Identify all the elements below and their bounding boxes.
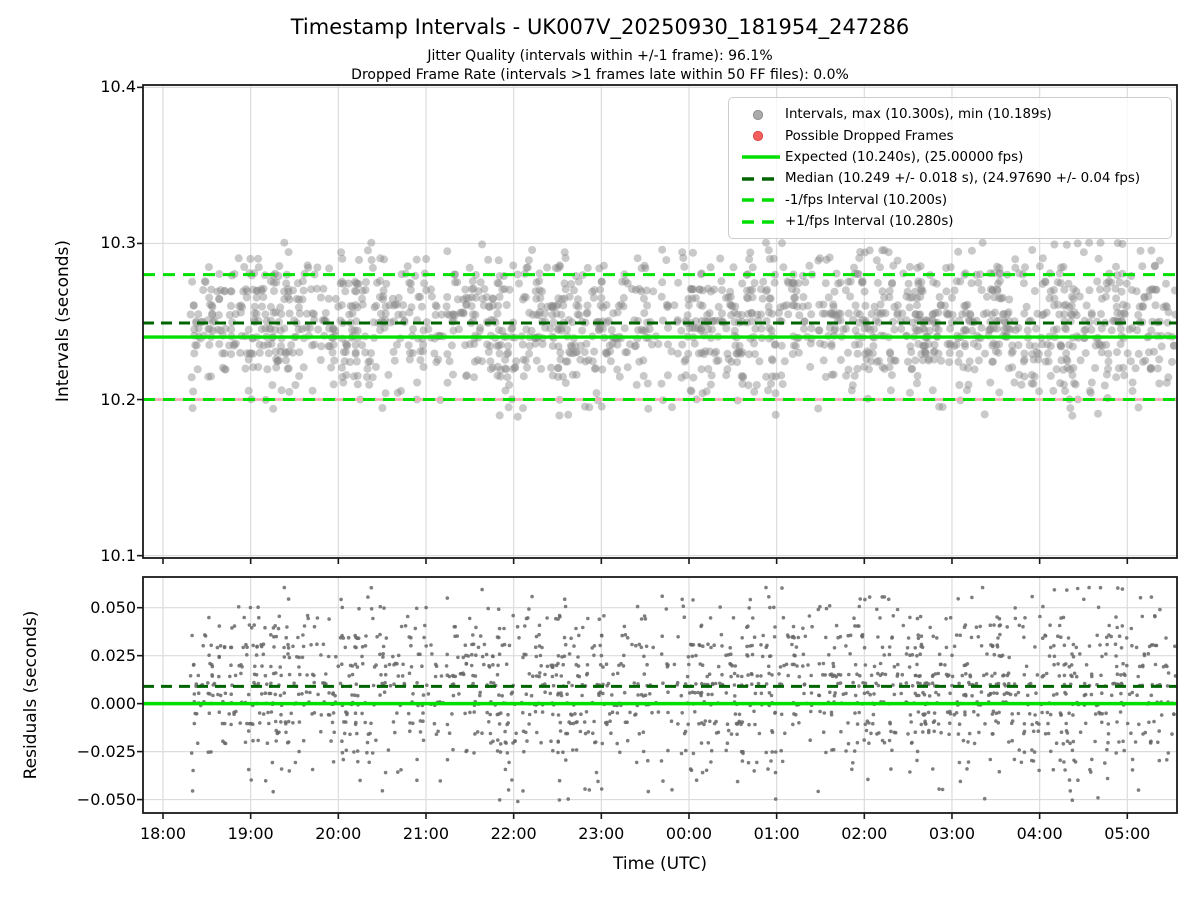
- gray-dot-icon: [737, 108, 785, 122]
- legend-item-median: Median (10.249 +/- 0.018 s), (24.97690 +…: [737, 168, 1163, 189]
- x-tick-label: 04:00: [1016, 824, 1063, 843]
- legend-item-minus-1fps: -1/fps Interval (10.200s): [737, 190, 1163, 211]
- intervals-y-axis-label: Intervals (seconds): [53, 239, 73, 403]
- x-tick-label: 22:00: [490, 824, 537, 843]
- red-dot-icon: [737, 129, 785, 143]
- x-tick-label: 18:00: [139, 824, 187, 843]
- x-tick-label: 00:00: [665, 824, 713, 843]
- green-solid-line-icon: [737, 150, 785, 164]
- intervals-y-tick-label: 10.4: [100, 77, 136, 97]
- intervals-y-tick-label: 10.3: [100, 233, 136, 253]
- legend-item-dropped-frames: Possible Dropped Frames: [737, 125, 1163, 146]
- residuals-y-tick-label: −0.025: [76, 741, 136, 761]
- residuals-scatter: [188, 585, 1177, 804]
- subtitle-jitter-quality: Jitter Quality (intervals within +/-1 fr…: [427, 48, 773, 64]
- x-tick-label: 05:00: [1104, 824, 1151, 843]
- residuals-y-tick-label: 0.025: [90, 645, 136, 665]
- legend-item-label: Expected (10.240s), (25.00000 fps): [785, 149, 1024, 165]
- green-dashed-line-icon: [737, 215, 785, 229]
- x-tick-label: 23:00: [578, 824, 625, 843]
- legend-item-label: +1/fps Interval (10.280s): [785, 214, 954, 230]
- x-tick-label: 19:00: [227, 824, 274, 843]
- x-tick-label: 21:00: [402, 824, 450, 843]
- x-tick-label: 03:00: [928, 824, 976, 843]
- x-tick-label: 01:00: [753, 824, 800, 843]
- green-dashed-line-icon: [737, 193, 785, 207]
- residuals-y-tick-label: 0.050: [90, 597, 136, 617]
- legend-item-label: Intervals, max (10.300s), min (10.189s): [785, 107, 1052, 123]
- subtitle-dropped-frame-rate: Dropped Frame Rate (intervals >1 frames …: [351, 67, 849, 83]
- intervals-y-tick-label: 10.1: [100, 545, 136, 565]
- residuals-y-tick-label: −0.050: [76, 789, 136, 809]
- legend-item-label: -1/fps Interval (10.200s): [785, 192, 948, 208]
- page-title: Timestamp Intervals - UK007V_20250930_18…: [290, 15, 910, 39]
- residuals-y-tick-label: 0.000: [90, 693, 136, 713]
- legend-item-label: Possible Dropped Frames: [785, 128, 954, 144]
- x-tick-label: 20:00: [315, 824, 362, 843]
- legend-item-intervals: Intervals, max (10.300s), min (10.189s): [737, 104, 1163, 125]
- x-tick-label: 02:00: [841, 824, 888, 843]
- intervals-y-tick-label: 10.2: [100, 389, 136, 409]
- legend: Intervals, max (10.300s), min (10.189s) …: [728, 97, 1172, 240]
- legend-item-label: Median (10.249 +/- 0.018 s), (24.97690 +…: [785, 171, 1141, 187]
- darkgreen-dashed-line-icon: [737, 172, 785, 186]
- x-axis-label: Time (UTC): [613, 854, 707, 874]
- legend-item-plus-1fps: +1/fps Interval (10.280s): [737, 211, 1163, 232]
- residuals-y-axis-label: Residuals (seconds): [21, 610, 41, 780]
- legend-item-expected: Expected (10.240s), (25.00000 fps): [737, 147, 1163, 168]
